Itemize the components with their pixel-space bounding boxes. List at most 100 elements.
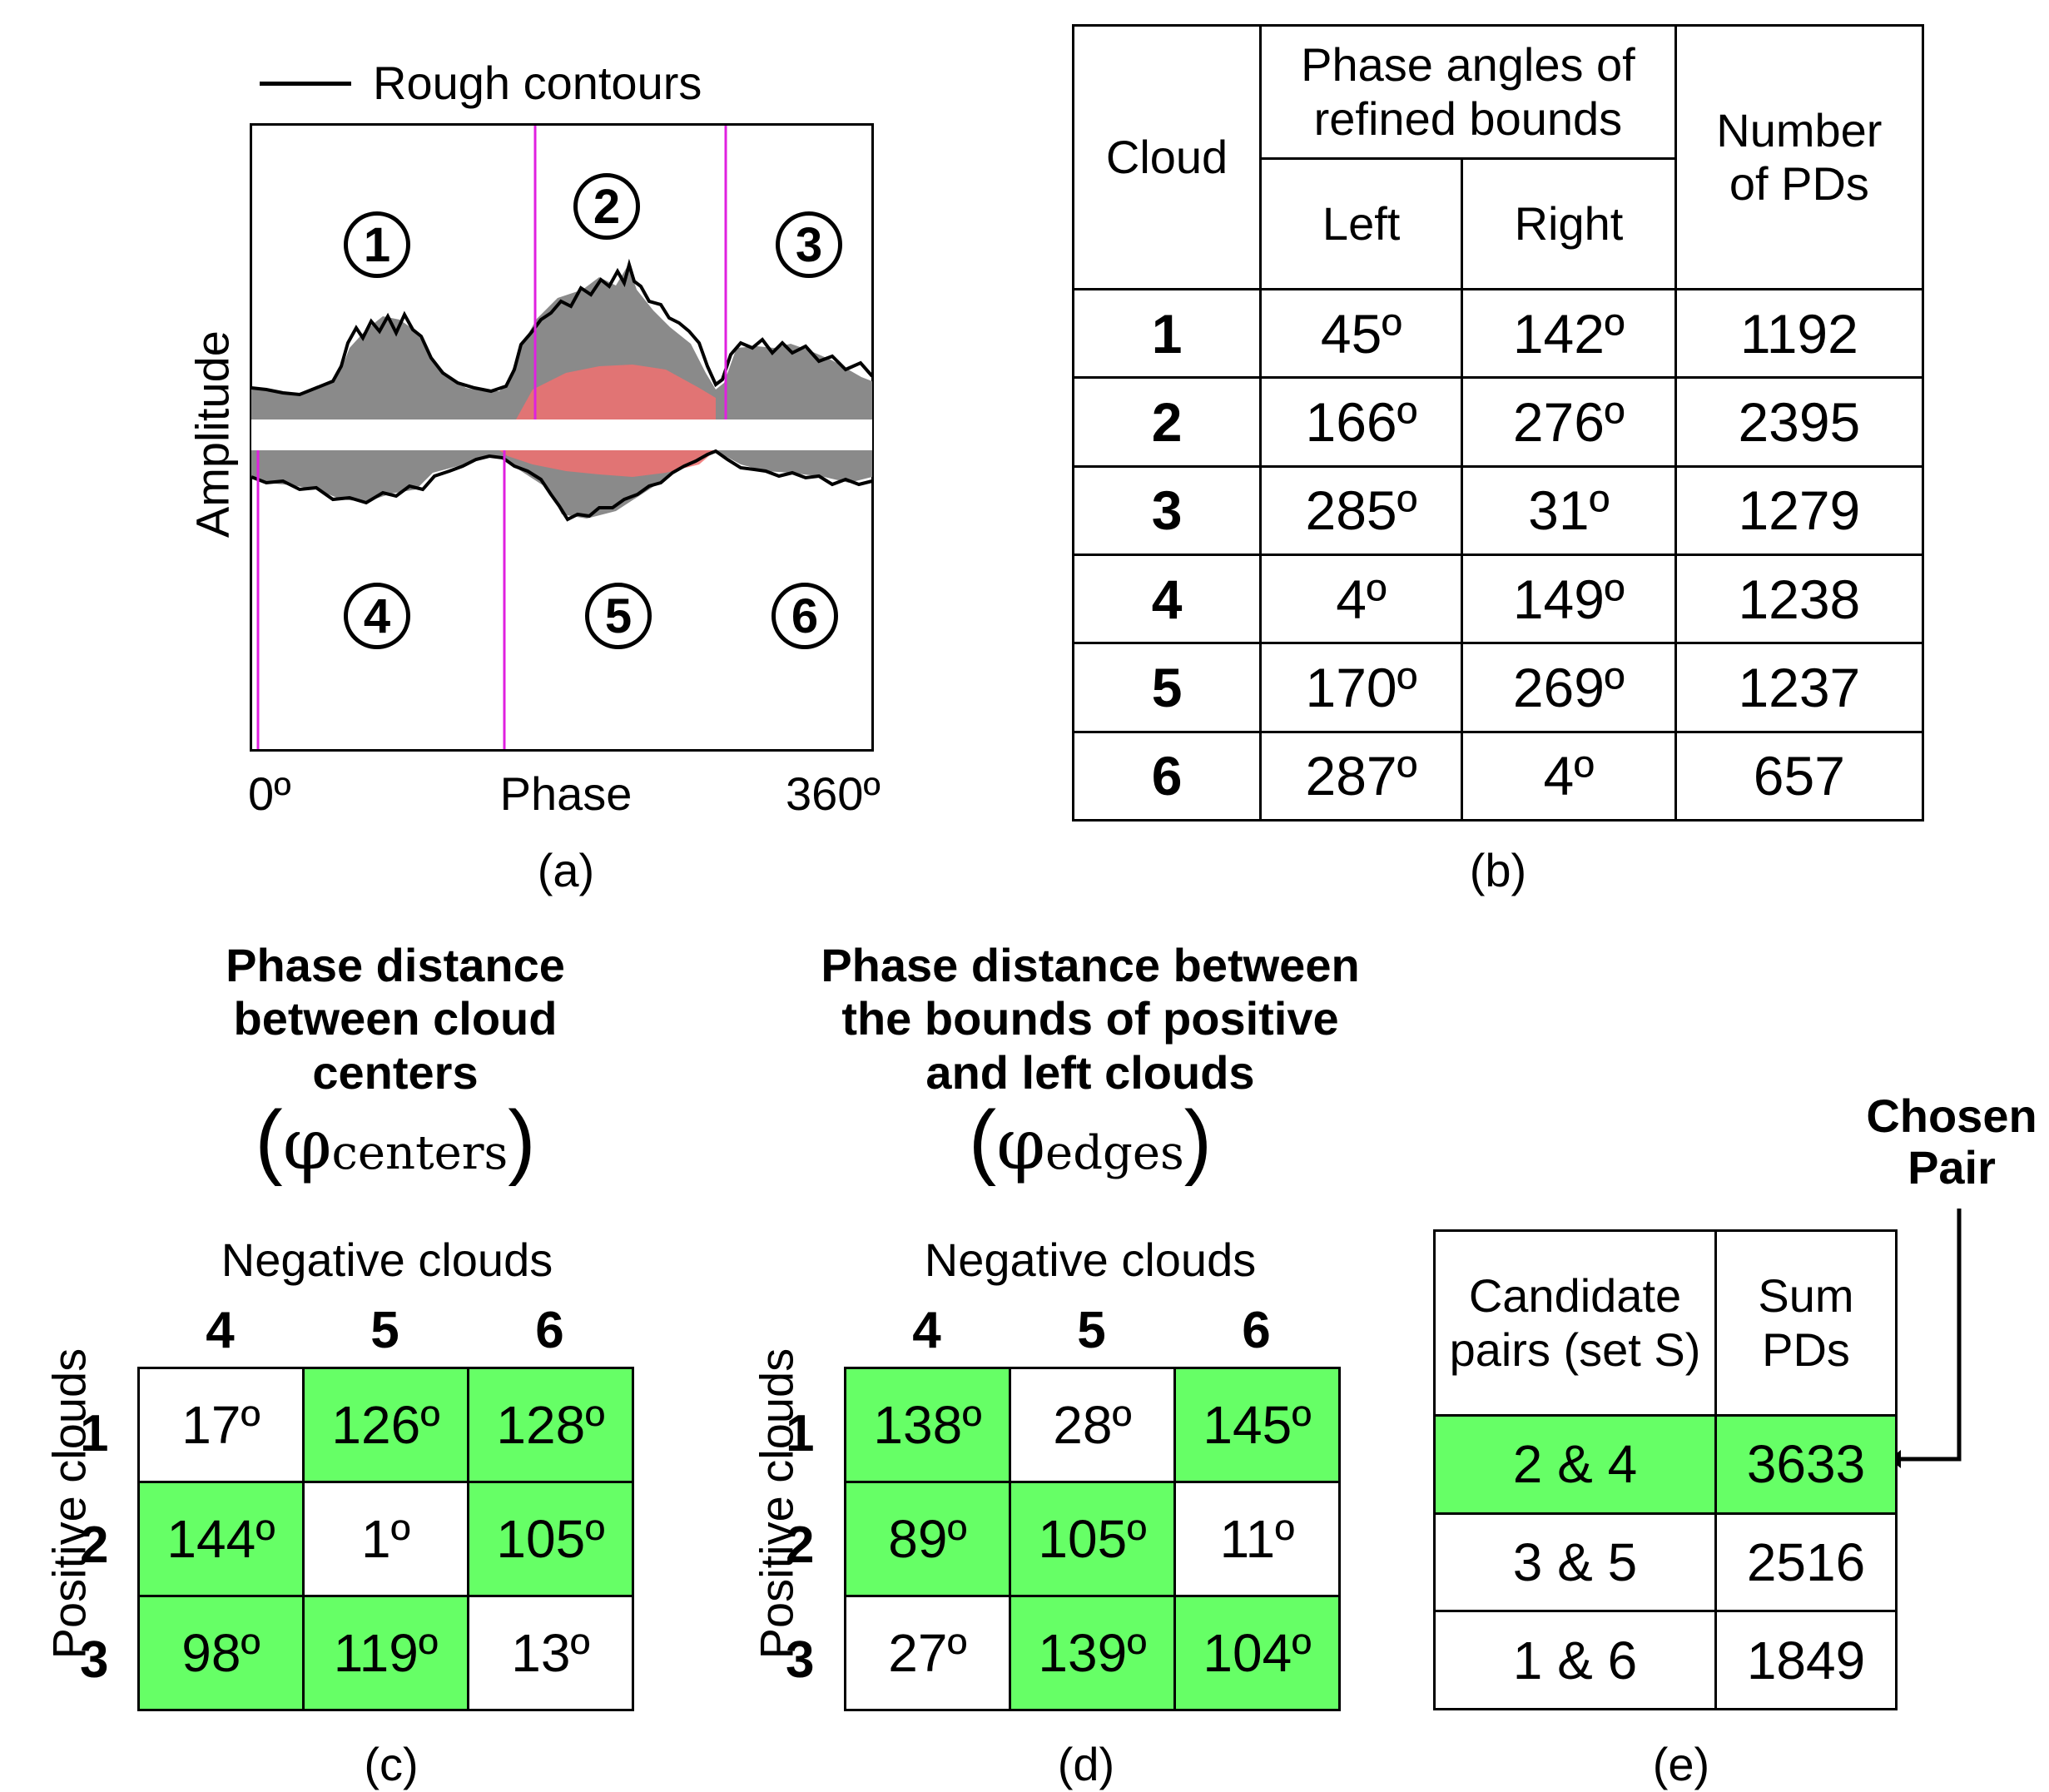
matrix-cell: 105º <box>467 1481 634 1597</box>
positive-clouds-label: Positive clouds <box>750 1348 803 1660</box>
panel-c-title: Phase distance between cloud centers <box>226 939 565 1099</box>
cell-cloud: 1 <box>1071 287 1263 380</box>
positive-clouds-label: Positive clouds <box>42 1348 96 1660</box>
header-phase-angles: Phase angles of refined bounds <box>1259 24 1677 160</box>
matrix-cell: 13º <box>467 1595 634 1711</box>
cell-pair: 2 & 4 <box>1433 1414 1717 1515</box>
cell-pds: 2395 <box>1674 376 1925 468</box>
phi-symbol: φ <box>282 1104 332 1185</box>
cell-sum: 3633 <box>1714 1414 1898 1515</box>
row-head-2: 2 <box>80 1516 109 1574</box>
table-row: 5 170º 269º 1237 <box>1071 642 1925 733</box>
phi-edges-symbol: (φedges) <box>968 1094 1213 1187</box>
matrix-cell: 28º <box>1009 1367 1176 1483</box>
refined-bounds-table: Cloud Phase angles of refined bounds Num… <box>1071 24 1925 822</box>
matrix-cell: 138º <box>844 1367 1011 1483</box>
matrix-cell: 128º <box>467 1367 634 1483</box>
cell-left: 166º <box>1259 376 1464 468</box>
negative-clouds-label: Negative clouds <box>924 1234 1257 1286</box>
x-start-label: 0º <box>248 767 291 820</box>
cell-cloud: 2 <box>1071 376 1263 468</box>
positive-core-cloud <box>516 365 716 419</box>
phi-centers-symbol: (φcenters) <box>255 1094 536 1187</box>
row-head-1: 1 <box>786 1405 815 1462</box>
cloud-1-marker: 1 <box>344 211 410 278</box>
matrix-cell: 144º <box>137 1481 305 1597</box>
matrix-cell: 89º <box>844 1481 1011 1597</box>
table-row: 3 & 5 2516 <box>1433 1512 1898 1613</box>
table-row: 3 285º 31º 1279 <box>1071 464 1925 556</box>
matrix-cell: 98º <box>137 1595 305 1711</box>
cell-right: 269º <box>1461 642 1677 733</box>
matrix-cell: 27º <box>844 1595 1011 1711</box>
phi-subscript: centers <box>331 1126 509 1180</box>
cloud-6-marker: 6 <box>771 583 838 649</box>
phase-axis-label: Phase <box>499 767 633 820</box>
cell-left: 45º <box>1259 287 1464 380</box>
table-row: 6 287º 4º 657 <box>1071 730 1925 822</box>
cell-sum: 1849 <box>1714 1610 1898 1710</box>
caption-d: (d) <box>1057 1738 1115 1790</box>
caption-c: (c) <box>364 1738 419 1790</box>
cell-right: 149º <box>1461 553 1677 645</box>
cell-pair: 3 & 5 <box>1433 1512 1717 1613</box>
caption-b: (b) <box>1469 844 1527 896</box>
centers-distance-matrix: 17º 126º 128º 144º 1º 105º 98º 119º 13º <box>137 1367 634 1711</box>
cell-left: 4º <box>1259 553 1464 645</box>
cell-cloud: 5 <box>1071 642 1263 733</box>
matrix-cell: 105º <box>1009 1481 1176 1597</box>
cell-right: 142º <box>1461 287 1677 380</box>
matrix-cell: 1º <box>302 1481 469 1597</box>
cell-pds: 1237 <box>1674 642 1925 733</box>
col-head-6: 6 <box>1242 1302 1271 1359</box>
col-head-5: 5 <box>1077 1302 1106 1359</box>
cell-pds: 1192 <box>1674 287 1925 380</box>
cloud-2-marker: 2 <box>573 173 640 240</box>
negative-scatter-cloud <box>251 450 872 519</box>
negative-clouds-label: Negative clouds <box>221 1234 553 1286</box>
cell-pds: 1238 <box>1674 553 1925 645</box>
cell-left: 285º <box>1259 464 1464 556</box>
cell-left: 170º <box>1259 642 1464 733</box>
cell-pds: 1279 <box>1674 464 1925 556</box>
matrix-cell: 11º <box>1173 1481 1341 1597</box>
header-number-pds: Number of PDs <box>1674 24 1925 290</box>
positive-scatter-cloud <box>251 265 872 419</box>
caption-a: (a) <box>537 844 595 896</box>
chosen-pair-label: Chosen Pair <box>1866 1090 2037 1194</box>
header-left: Left <box>1259 157 1464 290</box>
legend-label: Rough contours <box>373 57 702 109</box>
edges-distance-matrix: 138º 28º 145º 89º 105º 11º 27º 139º 104º <box>844 1367 1341 1711</box>
header-sum-pds: Sum PDs <box>1714 1229 1898 1417</box>
cell-sum: 2516 <box>1714 1512 1898 1613</box>
lower-rough-contour <box>251 449 873 522</box>
panel-d-title: Phase distance between the bounds of pos… <box>821 939 1360 1099</box>
phi-symbol: φ <box>996 1104 1046 1185</box>
negative-core-cloud <box>499 450 716 477</box>
matrix-cell: 119º <box>302 1595 469 1711</box>
header-right: Right <box>1461 157 1677 290</box>
table-row: 2 166º 276º 2395 <box>1071 376 1925 468</box>
cloud-4-marker: 4 <box>344 583 410 649</box>
table-row: 1 & 6 1849 <box>1433 1610 1898 1710</box>
table-row: 1 45º 142º 1192 <box>1071 287 1925 380</box>
cloud-5-marker: 5 <box>585 583 652 649</box>
cell-pds: 657 <box>1674 730 1925 822</box>
row-head-3: 3 <box>786 1631 815 1689</box>
matrix-cell: 139º <box>1009 1595 1176 1711</box>
row-head-3: 3 <box>80 1631 109 1689</box>
cell-right: 276º <box>1461 376 1677 468</box>
phi-subscript: edges <box>1045 1126 1184 1180</box>
cell-cloud: 3 <box>1071 464 1263 556</box>
header-candidate-pairs: Candidate pairs (set S) <box>1433 1229 1717 1417</box>
cell-cloud: 6 <box>1071 730 1263 822</box>
table-row: 2 & 4 3633 <box>1433 1414 1898 1515</box>
upper-rough-contour <box>251 258 874 397</box>
cell-left: 287º <box>1259 730 1464 822</box>
col-head-4: 4 <box>206 1302 235 1359</box>
candidate-pairs-table: Candidate pairs (set S) Sum PDs 2 & 4 36… <box>1433 1229 1898 1710</box>
x-end-label: 360º <box>786 767 881 820</box>
cell-cloud: 4 <box>1071 553 1263 645</box>
matrix-cell: 104º <box>1173 1595 1341 1711</box>
legend-line-icon <box>260 82 351 86</box>
